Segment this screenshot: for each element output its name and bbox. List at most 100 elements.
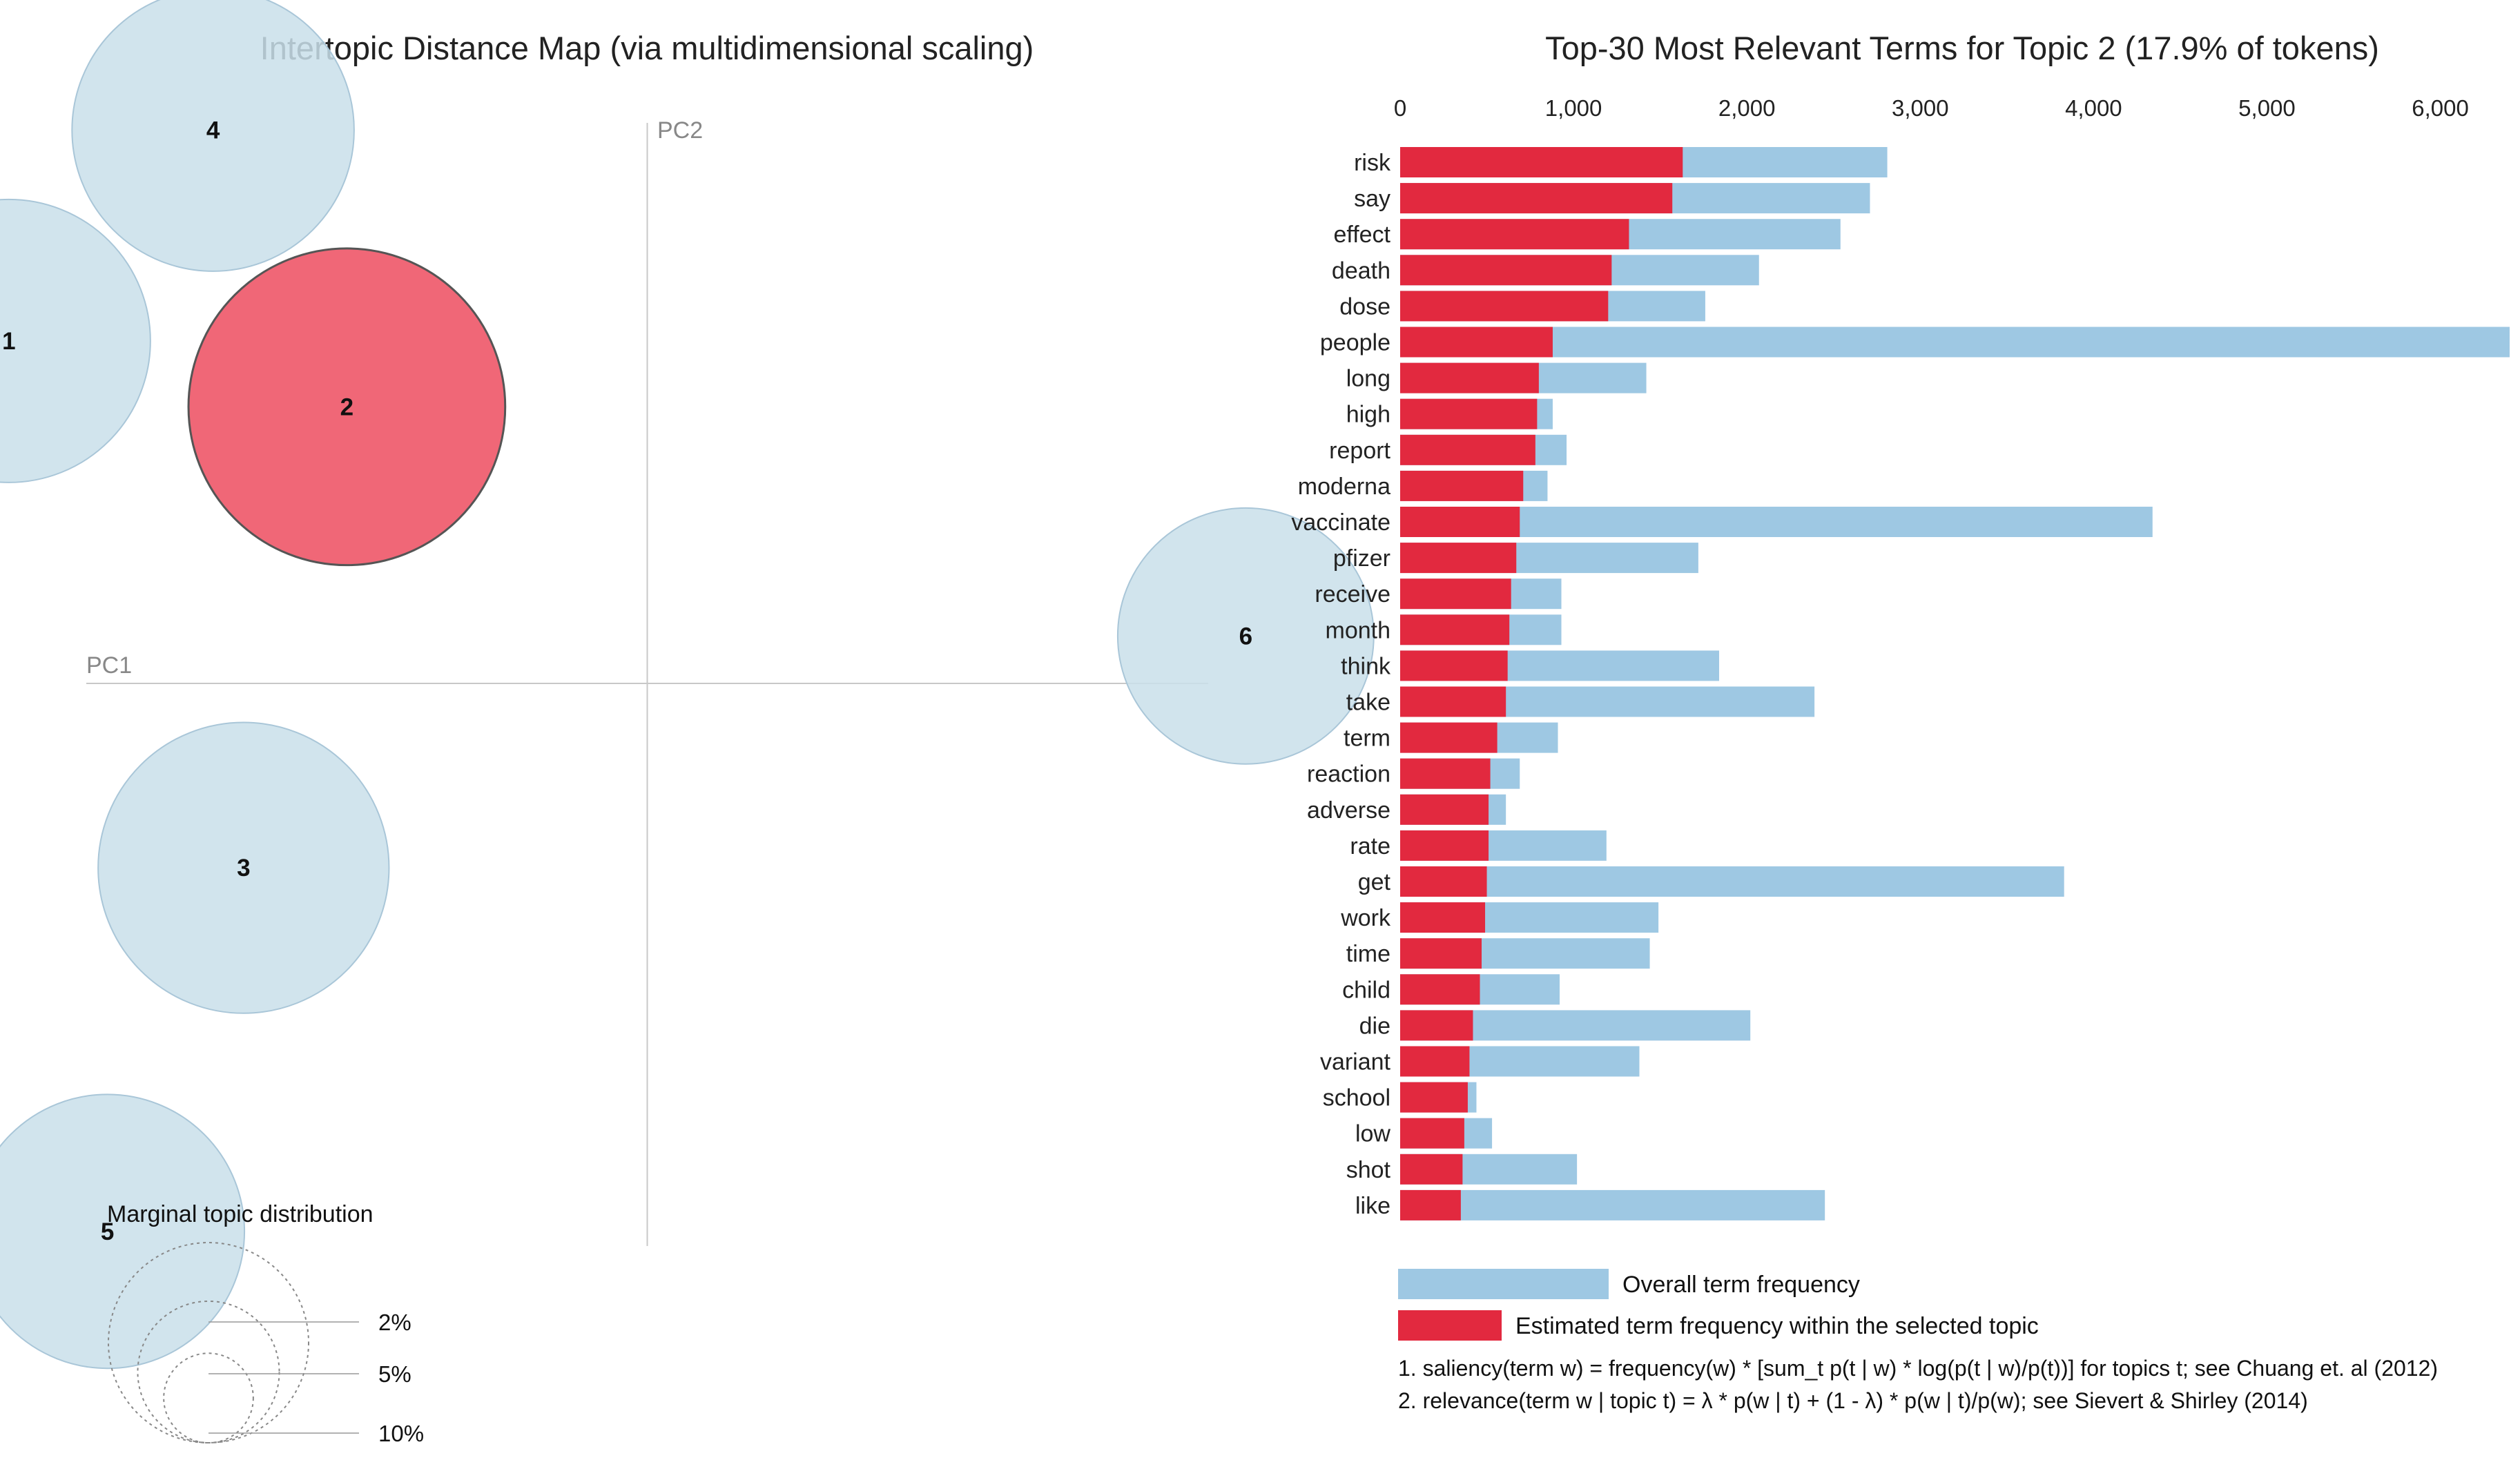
term-label-take[interactable]: take [1346,690,1390,716]
bar-legend: Overall term frequency Estimated term fr… [1398,1269,2039,1341]
term-label-rate[interactable]: rate [1350,833,1390,859]
x-tick-3: 3,000 [1892,95,1949,121]
term-label-shot[interactable]: shot [1346,1157,1391,1183]
size-legend-label-1: 5% [378,1361,411,1387]
term-label-time[interactable]: time [1346,941,1390,967]
size-legend-label-2: 10% [378,1421,424,1446]
topic-circle-1[interactable] [0,198,151,483]
bar-topic-vaccinate[interactable] [1400,507,1520,537]
term-label-effect[interactable]: effect [1333,222,1390,248]
bar-topic-term[interactable] [1400,722,1498,753]
term-label-term[interactable]: term [1344,726,1390,752]
bar-topic-risk[interactable] [1400,147,1683,177]
bar-overall-like[interactable] [1400,1189,1825,1220]
term-label-work[interactable]: work [1340,905,1391,931]
term-label-high[interactable]: high [1346,402,1390,428]
topic-circle-3[interactable] [97,721,390,1014]
term-label-adverse[interactable]: adverse [1307,797,1390,824]
bar-topic-take[interactable] [1400,686,1506,717]
bar-topic-dose[interactable] [1400,291,1609,322]
bar-topic-adverse[interactable] [1400,794,1489,825]
topic-circle-2[interactable] [187,247,507,567]
bar-topic-death[interactable] [1400,255,1612,286]
bar-topic-low[interactable] [1400,1118,1464,1149]
bar-topic-pfizer[interactable] [1400,543,1517,574]
topic-label-3[interactable]: 3 [237,855,250,882]
bar-topic-think[interactable] [1400,650,1508,681]
bar-topic-like[interactable] [1400,1189,1461,1220]
bar-topic-time[interactable] [1400,938,1482,969]
topic-circles: 1 3 4 5 6 2 [0,0,1375,1370]
bar-topic-effect[interactable] [1400,219,1629,250]
term-label-dose[interactable]: dose [1339,293,1390,320]
topic-label-2[interactable]: 2 [340,393,353,420]
bar-topic-child[interactable] [1400,974,1480,1005]
topic-label-4[interactable]: 4 [206,117,220,144]
term-label-risk[interactable]: risk [1354,150,1391,176]
bar-topic-report[interactable] [1400,434,1535,465]
term-label-vaccinate[interactable]: vaccinate [1291,509,1390,536]
term-label-die[interactable]: die [1359,1013,1390,1039]
term-label-variant[interactable]: variant [1320,1049,1391,1076]
size-legend-label-0: 2% [378,1310,411,1335]
bar-topic-say[interactable] [1400,183,1673,214]
term-label-reaction[interactable]: reaction [1307,761,1390,788]
map-title: Intertopic Distance Map (via multidimens… [260,30,1034,66]
bar-topic-moderna[interactable] [1400,470,1524,501]
term-bars: risk say effect death dose people long high repo… [1291,147,2510,1220]
topic-circle-5[interactable] [0,1093,246,1370]
bar-topic-work[interactable] [1400,902,1486,933]
size-legend-circle-0 [163,1352,254,1444]
term-label-low[interactable]: low [1355,1121,1390,1147]
term-label-think[interactable]: think [1341,653,1391,679]
legend-topic-label: Estimated term frequency within the sele… [1515,1313,2039,1339]
term-label-people[interactable]: people [1320,330,1390,356]
x-tick-5: 5,000 [2238,95,2296,121]
term-label-school[interactable]: school [1323,1085,1390,1111]
bar-topic-rate[interactable] [1400,830,1489,861]
size-legend-circle-1 [137,1300,280,1443]
term-label-say[interactable]: say [1354,186,1390,212]
bar-topic-month[interactable] [1400,614,1510,645]
bar-topic-variant[interactable] [1400,1046,1470,1077]
marginal-size-legend: Marginal topic distribution 2% 5% 10% [107,1201,424,1446]
bar-overall-people[interactable] [1400,327,2510,358]
x-axis-ticks: 0 1,000 2,000 3,000 4,000 5,000 6,000 [1394,95,2469,121]
term-label-pfizer[interactable]: pfizer [1333,545,1390,572]
term-label-child[interactable]: child [1342,977,1390,1003]
size-legend-circles: 2% 5% 10% [108,1242,424,1446]
term-label-get[interactable]: get [1358,869,1391,895]
topic-circle-6[interactable] [1116,507,1375,765]
bar-topic-long[interactable] [1400,362,1539,393]
size-legend-circle-2 [108,1242,309,1443]
terms-title: Top-30 Most Relevant Terms for Topic 2 (… [1545,30,2379,66]
bar-topic-people[interactable] [1400,327,1553,358]
topic-label-6[interactable]: 6 [1239,623,1252,650]
bar-overall-vaccinate[interactable] [1400,507,2153,537]
bar-topic-school[interactable] [1400,1082,1468,1113]
term-label-receive[interactable]: receive [1315,581,1390,607]
topic-circle-4[interactable] [71,0,355,272]
topic-label-5[interactable]: 5 [101,1218,114,1245]
marginal-title: Marginal topic distribution [107,1201,374,1227]
bar-topic-receive[interactable] [1400,578,1511,610]
pc1-label: PC1 [86,652,132,679]
topic-label-1[interactable]: 1 [2,328,15,355]
x-tick-0: 0 [1394,95,1406,121]
x-tick-1: 1,000 [1545,95,1602,121]
bar-overall-get[interactable] [1400,866,2064,897]
bar-topic-high[interactable] [1400,398,1538,429]
bar-topic-shot[interactable] [1400,1154,1463,1185]
term-label-moderna[interactable]: moderna [1298,474,1390,500]
bar-topic-get[interactable] [1400,866,1487,897]
term-label-report[interactable]: report [1329,438,1390,464]
term-label-month[interactable]: month [1326,617,1391,643]
bar-topic-die[interactable] [1400,1010,1473,1041]
term-label-long[interactable]: long [1346,366,1390,392]
legend-overall-label: Overall term frequency [1622,1272,1860,1298]
term-label-like[interactable]: like [1355,1193,1390,1219]
bar-topic-reaction[interactable] [1400,758,1491,789]
term-label-death[interactable]: death [1332,257,1390,284]
